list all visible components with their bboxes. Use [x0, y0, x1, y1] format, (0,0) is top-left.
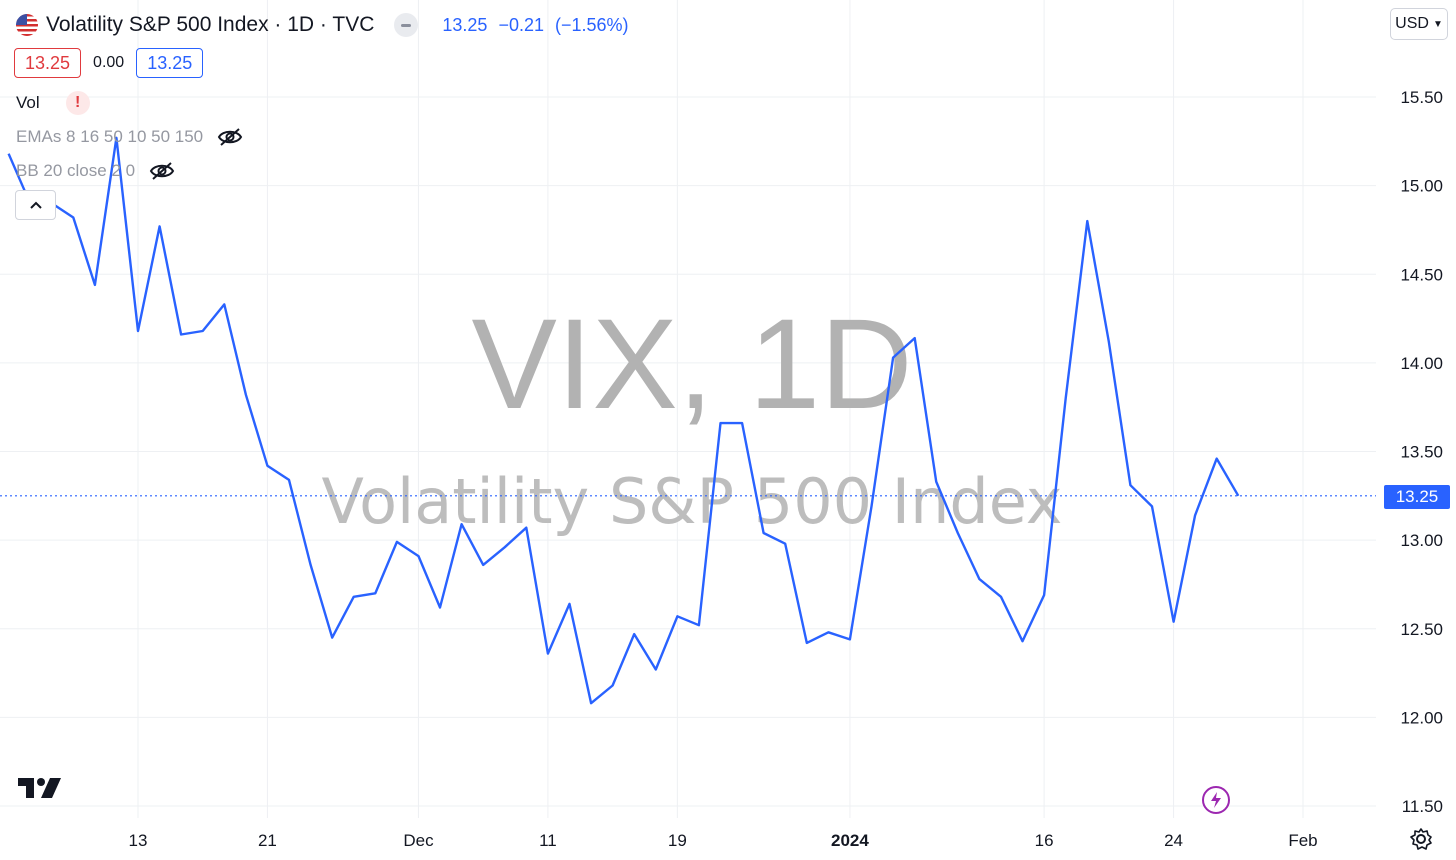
us-flag-icon	[16, 14, 38, 36]
vertical-gridlines	[137, 0, 1304, 818]
spread-value: 0.00	[93, 54, 125, 71]
y-tick-label: 13.50	[1400, 443, 1443, 462]
last-price-tag: 13.25	[1384, 485, 1450, 509]
x-tick-label: 16	[1035, 831, 1054, 850]
y-axis-labels: 11.50 12.00 12.50 13.00 13.50 14.00 14.50 15.00…	[1400, 88, 1443, 816]
y-tick-label: 12.00	[1400, 708, 1443, 727]
x-tick-label: 21	[258, 831, 277, 850]
x-axis-labels: 13 21 Dec 11 19 2024 16 24 Feb	[129, 831, 1318, 850]
volume-indicator-row[interactable]: Vol !	[16, 90, 90, 116]
warning-icon[interactable]: !	[65, 91, 90, 115]
change-percent: (−1.56%)	[555, 14, 629, 35]
currency-selector[interactable]: USD ▼	[1390, 8, 1448, 40]
collapse-legend-button[interactable]	[15, 190, 56, 220]
emas-label: EMAs 8 16 50 10 50 150	[16, 127, 204, 146]
lightning-icon[interactable]	[1202, 786, 1230, 814]
x-tick-label: 2024	[831, 831, 869, 850]
x-tick-label: 13	[129, 831, 148, 850]
watermark-name: Volatility S&P 500 Index	[322, 465, 1063, 538]
y-tick-label: 12.50	[1400, 620, 1443, 639]
chevron-down-icon: ▼	[1432, 18, 1443, 30]
y-tick-label: 13.00	[1400, 531, 1443, 550]
market-status-icon[interactable]	[394, 13, 419, 37]
change-value: −0.21	[498, 14, 544, 35]
volume-label: Vol	[16, 93, 40, 112]
sell-button[interactable]: 13.25	[14, 48, 82, 78]
last-value: 13.25	[442, 14, 488, 35]
eye-off-icon[interactable]	[149, 161, 175, 181]
bb-indicator-row[interactable]: BB 20 close 2 0	[16, 158, 175, 184]
chevron-up-icon	[29, 201, 42, 209]
bb-label: BB 20 close 2 0	[16, 161, 136, 180]
y-tick-label: 11.50	[1402, 797, 1443, 816]
x-tick-label: 11	[539, 831, 557, 850]
y-tick-label: 15.00	[1400, 177, 1443, 196]
tradingview-logo[interactable]	[18, 776, 62, 800]
y-tick-label: 15.50	[1400, 88, 1443, 107]
x-tick-label: 19	[668, 831, 687, 850]
horizontal-gridlines	[0, 96, 1376, 807]
x-tick-label: 24	[1164, 831, 1183, 850]
trade-price-row: 13.25 0.00 13.25	[14, 48, 204, 78]
legend-values: 13.25 −0.21 (−1.56%)	[442, 15, 634, 36]
eye-off-icon[interactable]	[217, 127, 243, 147]
x-tick-label: Dec	[403, 831, 434, 850]
symbol-title[interactable]: Volatility S&P 500 Index · 1D · TVC	[46, 13, 375, 36]
legend-header: Volatility S&P 500 Index · 1D · TVC 13.2…	[16, 10, 635, 40]
gear-icon[interactable]	[1410, 828, 1432, 850]
y-tick-label: 14.00	[1400, 354, 1443, 373]
vix-series-line[interactable]	[7, 136, 1240, 705]
x-tick-label: Feb	[1288, 831, 1317, 850]
buy-button[interactable]: 13.25	[136, 48, 204, 78]
watermark-symbol: VIX, 1D	[471, 293, 912, 436]
currency-label: USD	[1395, 15, 1429, 32]
emas-indicator-row[interactable]: EMAs 8 16 50 10 50 150	[16, 124, 243, 150]
y-tick-label: 14.50	[1400, 265, 1443, 284]
